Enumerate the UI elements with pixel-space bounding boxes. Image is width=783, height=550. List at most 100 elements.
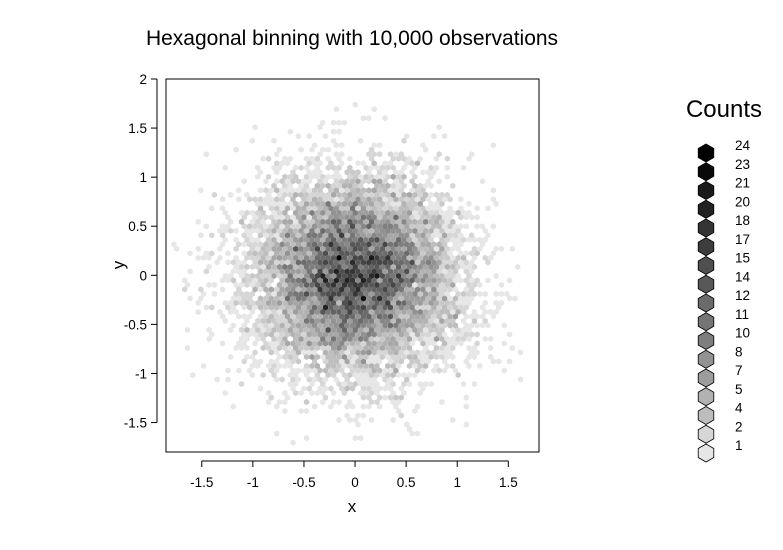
hex-bin <box>333 223 339 230</box>
hex-bin <box>314 164 320 171</box>
hex-bin <box>466 209 472 216</box>
y-tick-label: 1.5 <box>128 121 147 136</box>
hex-bin <box>428 182 434 189</box>
hex-bin <box>458 304 464 311</box>
hex-bin <box>460 299 467 306</box>
hex-bin <box>479 322 486 329</box>
hex-bin <box>298 245 304 252</box>
hex-bin <box>282 299 288 306</box>
hex-bin <box>347 236 353 243</box>
hex-bin <box>436 241 442 248</box>
hex-bin <box>404 340 410 347</box>
hex-bin <box>412 263 418 270</box>
hex-bin <box>385 308 391 315</box>
hex-bin <box>431 223 437 230</box>
hex-bin <box>306 268 312 275</box>
legend-swatch <box>697 293 715 313</box>
hex-bin <box>241 295 247 302</box>
hex-bin <box>439 218 445 225</box>
hex-bin <box>428 317 434 325</box>
hex-bin <box>249 236 256 243</box>
hex-bin <box>409 322 415 329</box>
legend-swatch <box>697 424 715 444</box>
hex-bin <box>347 227 353 234</box>
hex-bin <box>371 304 377 311</box>
hex-bin <box>222 164 228 171</box>
hex-bin <box>398 277 404 284</box>
hex-bin <box>284 358 291 365</box>
hex-bin <box>471 254 478 261</box>
hex-bin <box>374 308 380 315</box>
hex-bin <box>436 250 442 257</box>
hex-bin <box>371 196 377 203</box>
hex-bin <box>233 146 239 153</box>
hex-bin <box>328 241 334 248</box>
hex-bin <box>439 209 445 216</box>
hex-bin <box>260 344 266 352</box>
hex-bin <box>439 344 445 352</box>
hex-bin <box>276 209 283 216</box>
hex-bin <box>306 205 312 212</box>
hex-bin <box>282 155 288 162</box>
hex-bin <box>333 277 339 284</box>
hex-bin <box>306 259 312 266</box>
hex-bin <box>290 385 296 392</box>
hex-bin <box>274 331 280 338</box>
hex-bin <box>330 389 337 397</box>
hex-bin <box>382 313 388 320</box>
hex-bin <box>452 232 459 239</box>
hex-bin <box>376 223 383 230</box>
hex-bin <box>496 304 502 311</box>
hex-bin <box>385 182 391 189</box>
hex-bin <box>303 227 310 234</box>
hex-bin <box>395 227 402 234</box>
hex-bin <box>303 326 310 334</box>
hex-bin <box>279 331 285 338</box>
hex-bin <box>406 344 413 352</box>
hex-bin <box>474 205 480 212</box>
x-tick-label: 0 <box>351 475 359 490</box>
hex-bin <box>469 349 475 356</box>
hex-bin <box>393 403 399 410</box>
hex-bin <box>336 335 342 343</box>
hex-bin <box>355 331 361 338</box>
hex-bin <box>469 295 475 302</box>
hex-bin <box>309 344 315 352</box>
hex-bin <box>469 268 475 275</box>
hex-bin <box>263 223 269 230</box>
hex-bin <box>203 250 209 257</box>
hex-bin <box>360 403 367 410</box>
hex-bin <box>341 218 348 225</box>
hex-bin <box>414 160 421 167</box>
hex-bin <box>295 232 302 239</box>
hex-bin <box>284 268 291 275</box>
hex-bin <box>376 394 383 401</box>
hex-bin <box>506 295 513 302</box>
hex-bin <box>314 200 320 207</box>
hex-bin <box>314 371 320 379</box>
hex-bin <box>395 281 402 288</box>
hex-bin <box>284 232 291 239</box>
hex-bin <box>436 277 442 284</box>
hex-bin <box>366 358 372 365</box>
hex-bin <box>433 290 440 297</box>
hex-bin <box>482 290 488 297</box>
hex-bin <box>336 308 342 315</box>
hex-bin <box>439 227 445 234</box>
hex-bin <box>246 304 253 311</box>
hex-bin <box>325 173 331 180</box>
hex-bin <box>347 398 353 406</box>
hex-bin <box>455 299 461 306</box>
hex-bin <box>488 344 494 352</box>
hex-bin <box>284 286 291 293</box>
legend-label: 8 <box>735 344 743 359</box>
hex-bin <box>401 164 407 171</box>
hex-bin <box>317 124 323 131</box>
hex-bin <box>412 245 418 252</box>
hex-bin <box>463 295 469 302</box>
hex-bin <box>447 286 453 293</box>
hex-bin <box>382 115 388 122</box>
hex-bin <box>276 335 283 343</box>
hex-bin <box>390 281 396 288</box>
x-tick-label: -0.5 <box>292 475 315 490</box>
